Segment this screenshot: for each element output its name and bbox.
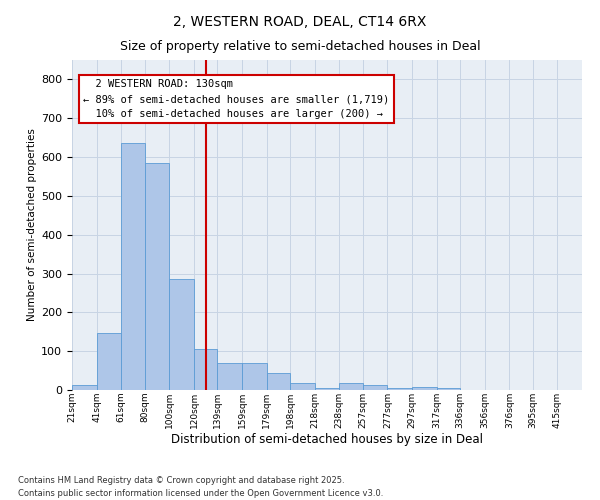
Bar [290, 383, 314, 390]
Bar [363, 386, 388, 390]
Bar [242, 363, 266, 390]
Bar [314, 388, 340, 390]
Bar [217, 363, 242, 390]
Bar [340, 383, 363, 390]
X-axis label: Distribution of semi-detached houses by size in Deal: Distribution of semi-detached houses by … [171, 434, 483, 446]
Bar [266, 372, 290, 390]
Bar [437, 388, 460, 390]
Bar [169, 280, 194, 390]
Text: Contains HM Land Registry data © Crown copyright and database right 2025.
Contai: Contains HM Land Registry data © Crown c… [18, 476, 383, 498]
Bar [388, 388, 412, 390]
Bar [194, 349, 217, 390]
Y-axis label: Number of semi-detached properties: Number of semi-detached properties [27, 128, 37, 322]
Text: 2 WESTERN ROAD: 130sqm
← 89% of semi-detached houses are smaller (1,719)
  10% o: 2 WESTERN ROAD: 130sqm ← 89% of semi-det… [83, 80, 389, 119]
Bar [72, 386, 97, 390]
Text: Size of property relative to semi-detached houses in Deal: Size of property relative to semi-detach… [119, 40, 481, 53]
Bar [412, 387, 437, 390]
Bar [121, 144, 145, 390]
Bar [97, 332, 121, 390]
Bar [145, 163, 169, 390]
Text: 2, WESTERN ROAD, DEAL, CT14 6RX: 2, WESTERN ROAD, DEAL, CT14 6RX [173, 15, 427, 29]
